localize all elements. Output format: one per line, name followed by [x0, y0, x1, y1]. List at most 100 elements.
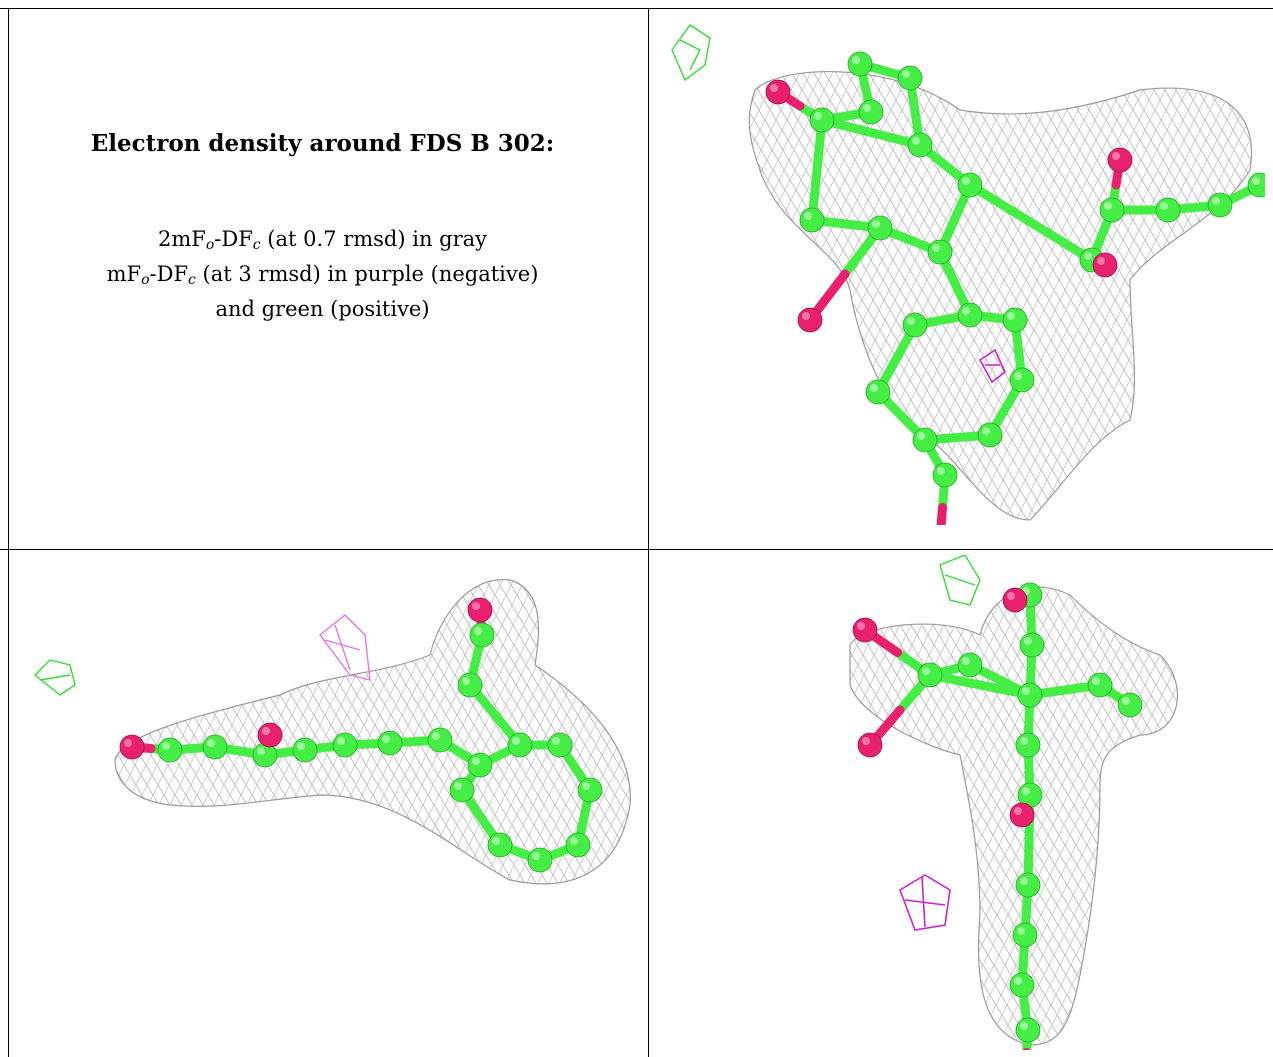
carbon-highlight: [962, 657, 970, 665]
carbon-highlight: [257, 747, 265, 755]
caption-title: Electron density around FDS B 302:: [90, 130, 555, 157]
mesh-purple-blob: [899, 874, 951, 931]
carbon-highlight: [1104, 202, 1112, 210]
carbon-highlight: [1022, 687, 1030, 695]
carbon-highlight: [472, 757, 480, 765]
carbon-highlight: [863, 104, 871, 112]
carbon-highlight: [582, 782, 590, 790]
carbon-atom: [1017, 682, 1043, 708]
oxygen-atom: [1002, 587, 1028, 613]
oxygen-atom: [797, 307, 823, 333]
carbon-highlight: [1022, 787, 1030, 795]
carbon-highlight: [532, 852, 540, 860]
carbon-atom: [1015, 732, 1041, 758]
caption-line2-sub2: c: [188, 272, 196, 288]
carbon-atom: [487, 832, 513, 858]
carbon-atom: [427, 727, 453, 753]
carbon-atom: [527, 847, 553, 873]
carbon-highlight: [570, 837, 578, 845]
caption-line2-sub1: o: [141, 272, 150, 288]
carbon-atom: [977, 422, 1003, 448]
carbon-highlight: [1084, 252, 1092, 260]
carbon-atom: [957, 302, 983, 328]
carbon-highlight: [1014, 372, 1022, 380]
caption-line2-c: (at 3 rmsd) in purple (negative): [195, 262, 539, 286]
carbon-highlight: [922, 667, 930, 675]
density-mesh-hatch: [850, 587, 1178, 1046]
carbon-highlight: [337, 737, 345, 745]
bond-oxygen: [936, 503, 947, 525]
caption-line1-a: 2mF: [157, 227, 206, 251]
bond: [965, 180, 1097, 265]
caption-line2-b: -DF: [149, 262, 189, 286]
carbon-atom: [377, 730, 403, 756]
carbon-atom: [858, 99, 884, 125]
carbon-atom: [897, 65, 923, 91]
oxygen-atom: [467, 597, 493, 623]
density-mesh-gray: [849, 586, 1178, 1046]
mesh-green-blob: [939, 555, 981, 606]
carbon-highlight: [814, 112, 822, 120]
carbon-atom: [902, 312, 928, 338]
carbon-highlight: [932, 244, 940, 252]
oxygen-highlight: [1014, 807, 1022, 815]
bond: [873, 320, 920, 397]
carbon-highlight: [1014, 977, 1022, 985]
oxygen-highlight: [262, 727, 270, 735]
carbon-highlight: [937, 467, 945, 475]
bond: [807, 115, 827, 225]
carbon-highlight: [917, 432, 925, 440]
carbon-highlight: [297, 742, 305, 750]
middle-divider: [0, 549, 1273, 550]
carbon-highlight: [512, 737, 520, 745]
view-bottom-right: [660, 555, 1265, 1050]
carbon-atom: [1019, 632, 1045, 658]
carbon-highlight: [474, 627, 482, 635]
carbon-atom: [1002, 307, 1028, 333]
carbon-atom: [1015, 1017, 1041, 1043]
carbon-atom: [577, 777, 603, 803]
oxygen-atom: [1009, 802, 1035, 828]
carbon-atom: [932, 462, 958, 488]
carbon-highlight: [432, 732, 440, 740]
carbon-atom: [907, 132, 933, 158]
carbon-highlight: [1160, 202, 1168, 210]
oxygen-atom: [257, 722, 283, 748]
carbon-atom: [507, 732, 533, 758]
carbon-highlight: [912, 137, 920, 145]
left-border: [8, 8, 9, 1057]
carbon-highlight: [852, 56, 860, 64]
carbon-atom: [957, 652, 983, 678]
carbon-highlight: [382, 735, 390, 743]
density-mesh-hatch: [749, 71, 1252, 520]
carbon-highlight: [1020, 877, 1028, 885]
carbon-highlight: [1020, 737, 1028, 745]
caption-line-positive: and green (positive): [215, 297, 430, 321]
mesh-green-blob: [671, 24, 711, 82]
caption-line1-sub1: o: [205, 237, 215, 253]
carbon-atom: [865, 379, 891, 405]
carbon-atom: [799, 207, 825, 233]
carbon-atom: [449, 777, 475, 803]
carbon-highlight: [870, 384, 878, 392]
carbon-atom: [467, 752, 493, 778]
carbon-atom: [1247, 172, 1265, 198]
carbon-atom: [1207, 192, 1233, 218]
carbon-atom: [202, 734, 228, 760]
mesh-purple-blob: [978, 348, 1006, 384]
caption-line-2fofc: 2mFo-DFc (at 0.7 rmsd) in gray: [10, 225, 635, 260]
carbon-highlight: [1122, 697, 1130, 705]
oxygen-atom: [119, 734, 145, 760]
carbon-highlight: [1007, 312, 1015, 320]
carbon-atom: [469, 622, 495, 648]
molecule-ligand: [119, 597, 603, 873]
carbon-highlight: [492, 837, 500, 845]
carbon-atom: [157, 737, 183, 763]
carbon-atom: [292, 737, 318, 763]
oxygen-atom: [857, 732, 883, 758]
carbon-highlight: [1252, 177, 1260, 185]
caption-line1-sub2: c: [252, 237, 261, 253]
carbon-highlight: [552, 737, 560, 745]
oxygen-atom: [1107, 147, 1133, 173]
